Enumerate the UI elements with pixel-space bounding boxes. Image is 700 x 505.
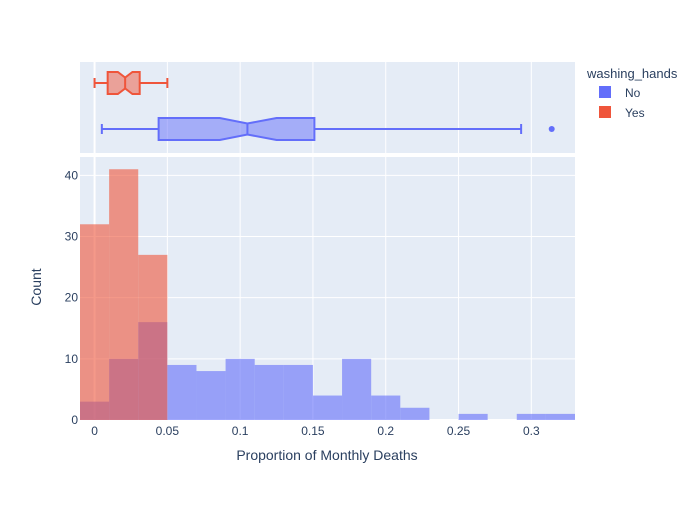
legend-item-no[interactable]: No (599, 86, 641, 100)
legend-title: washing_hands (586, 66, 678, 81)
y-axis-title: Count (28, 268, 44, 305)
histogram-panel: 0 10 20 30 40 0 0.05 0.1 0.15 0.2 0.25 0.3 (65, 157, 575, 438)
histogram-bar (458, 413, 488, 420)
x-tick-label: 0.05 (156, 424, 180, 438)
box-body (106, 71, 141, 95)
box-plot-yes (93, 71, 169, 95)
histogram-bar (545, 413, 575, 420)
box-body (157, 117, 316, 141)
histogram-bar (167, 364, 197, 420)
histogram-bar (283, 364, 313, 420)
y-tick-label: 20 (65, 291, 79, 305)
box-outlier-point (548, 126, 555, 132)
legend-swatch (599, 106, 611, 118)
y-tick-label: 40 (65, 168, 79, 182)
legend-label: Yes (625, 106, 645, 120)
x-tick-label: 0.15 (301, 424, 325, 438)
legend-label: No (625, 86, 641, 100)
histogram-bar (196, 371, 226, 420)
legend-swatch (599, 86, 611, 98)
legend-item-yes[interactable]: Yes (599, 106, 645, 120)
box-plot-no (100, 117, 555, 141)
series-yes-bars (80, 169, 168, 420)
y-tick-label: 30 (65, 230, 79, 244)
x-tick-label: 0.25 (447, 424, 471, 438)
box-plot-panel (80, 62, 575, 153)
histogram-bar (109, 169, 139, 420)
histogram-bar (225, 358, 255, 420)
x-tick-label: 0.2 (377, 424, 394, 438)
x-axis-title: Proportion of Monthly Deaths (236, 447, 417, 463)
x-tick-label: 0.1 (232, 424, 249, 438)
histogram-bar (254, 364, 284, 420)
histogram-bar (371, 395, 401, 420)
y-tick-label: 10 (65, 352, 79, 366)
x-tick-label: 0 (91, 424, 98, 438)
histogram-bar (80, 224, 110, 420)
legend[interactable]: washing_hands No Yes (586, 66, 678, 120)
y-tick-label: 0 (71, 413, 78, 427)
x-tick-label: 0.3 (523, 424, 540, 438)
box-panel-background (80, 62, 575, 153)
histogram-bar (312, 395, 343, 420)
histogram-bar (400, 407, 430, 420)
histogram-bar (342, 358, 372, 420)
histogram-bar (138, 254, 168, 420)
histogram-bar (516, 413, 546, 420)
